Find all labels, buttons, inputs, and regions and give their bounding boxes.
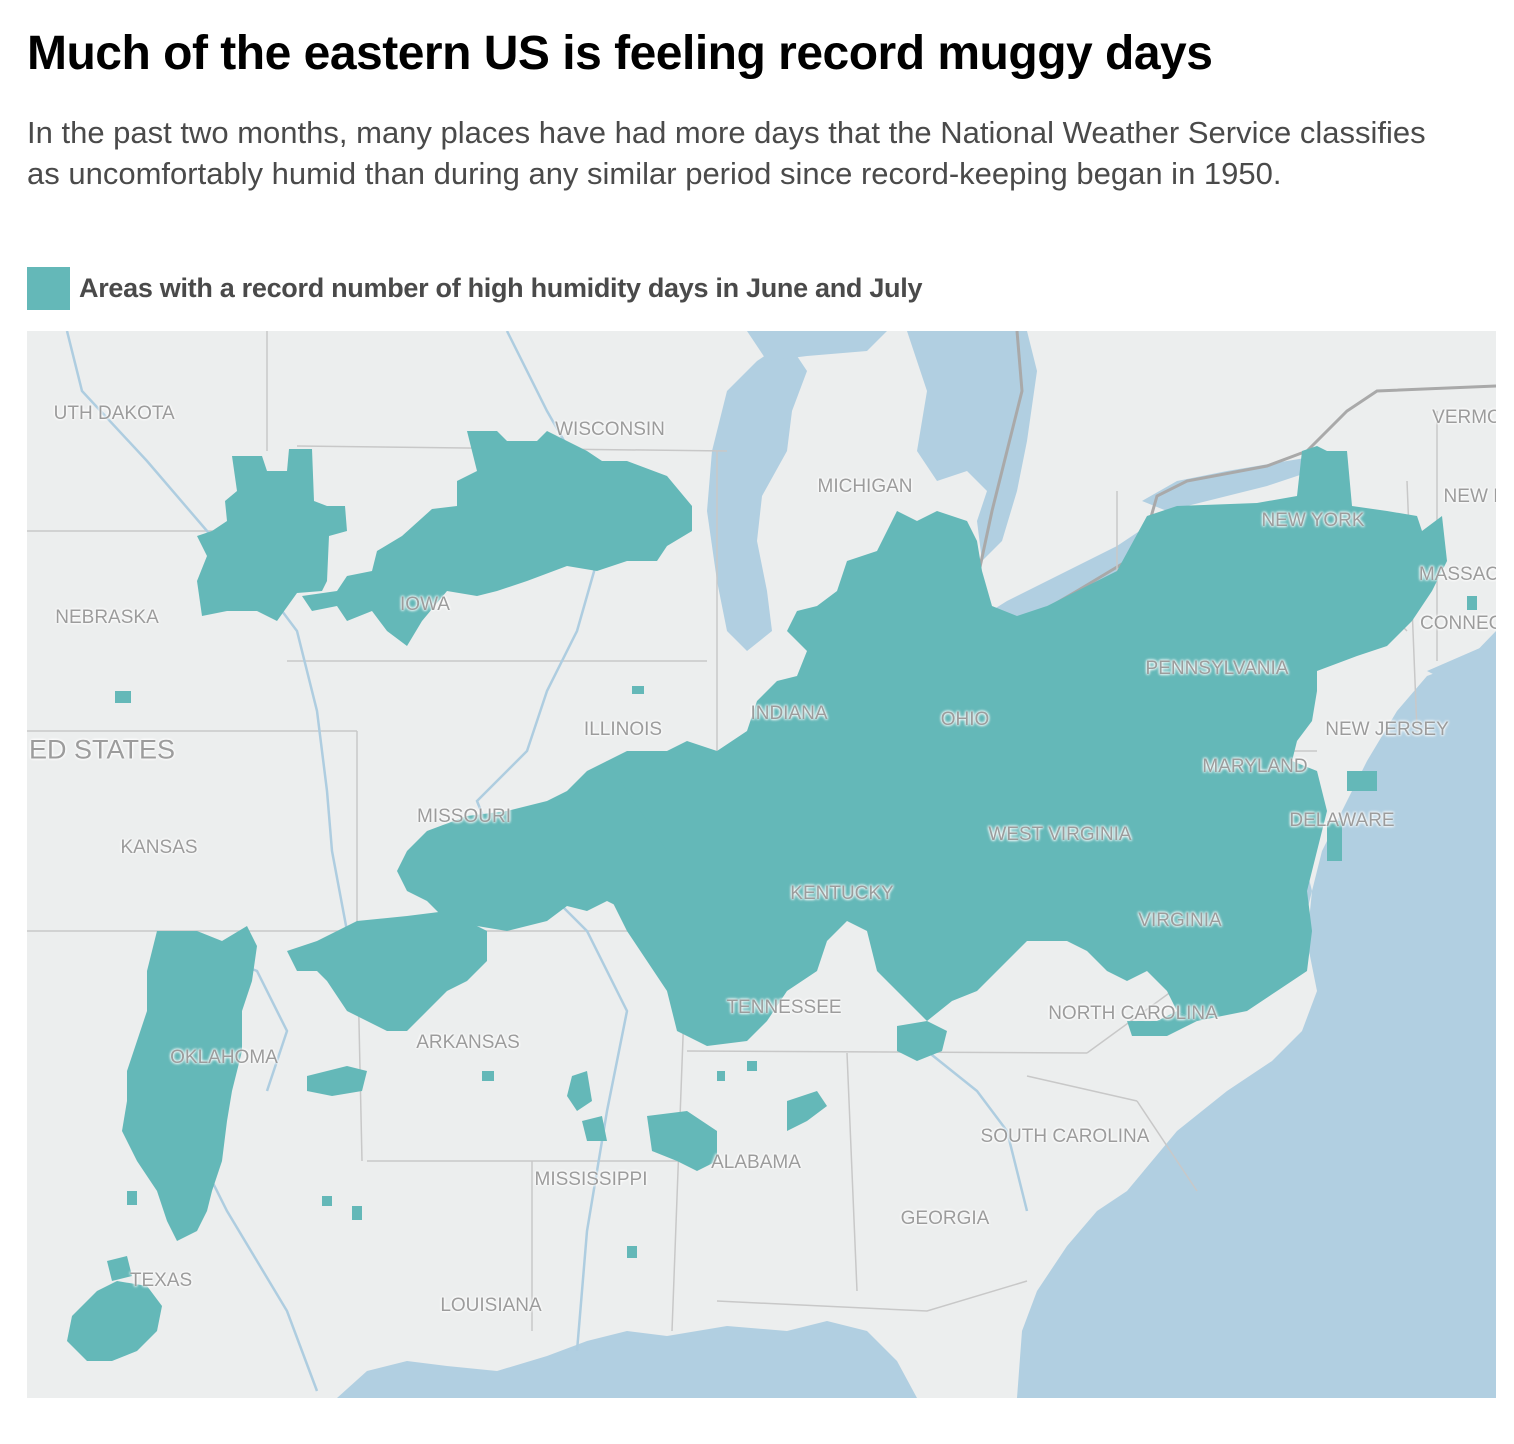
- legend-swatch: [27, 266, 70, 310]
- state-label-georgia: GEORGIA: [900, 1208, 990, 1229]
- state-label-kansas: KANSAS: [120, 837, 198, 858]
- state-label-illinois: ILLINOIS: [583, 719, 663, 740]
- gulf-of-mexico: [337, 1321, 917, 1398]
- canada-border: [970, 331, 1496, 633]
- state-label-west-virginia: WEST VIRGINIA: [988, 824, 1132, 845]
- state-label-vermont: VERMO: [1432, 407, 1496, 428]
- state-label-wisconsin: WISCONSIN: [555, 419, 665, 440]
- atlantic-ocean: [1017, 631, 1496, 1398]
- state-label-new-hampshire: NEW I: [1443, 486, 1496, 507]
- state-label-iowa: IOWA: [400, 594, 450, 615]
- record-humidity-areas: [67, 431, 1477, 1361]
- state-label-north-carolina: NORTH CAROLINA: [1048, 1003, 1218, 1024]
- state-label-ohio: OHIO: [940, 709, 990, 730]
- map-canvas: [27, 331, 1496, 1398]
- page-title: Much of the eastern US is feeling record…: [27, 27, 1213, 80]
- state-label-connecticut: CONNECT: [1420, 613, 1496, 634]
- lake-superior: [747, 331, 887, 361]
- state-label-nebraska: NEBRASKA: [55, 607, 159, 628]
- state-label-missouri: MISSOURI: [417, 806, 511, 827]
- humidity-map[interactable]: UTH DAKOTA WISCONSIN MICHIGAN VERMO NEW I NEW…: [27, 331, 1496, 1398]
- state-label-south-carolina: SOUTH CAROLINA: [980, 1126, 1150, 1147]
- lake-ontario: [1142, 456, 1317, 511]
- state-label-texas: TEXAS: [129, 1270, 193, 1291]
- page-subtitle: In the past two months, many places have…: [27, 115, 1426, 191]
- state-label-virginia: VIRGINIA: [1138, 910, 1222, 931]
- state-label-indiana: INDIANA: [750, 703, 828, 724]
- state-label-mississippi: MISSISSIPPI: [534, 1169, 648, 1190]
- state-label-michigan: MICHIGAN: [817, 476, 913, 497]
- legend-label: Areas with a record number of high humid…: [79, 272, 923, 303]
- state-label-united-states: ED STATES: [28, 734, 176, 765]
- state-label-oklahoma: OKLAHOMA: [170, 1047, 278, 1068]
- state-label-massachusetts: MASSAC: [1418, 564, 1496, 585]
- lake-huron: [907, 331, 1037, 561]
- state-label-new-jersey: NEW JERSEY: [1325, 719, 1449, 740]
- state-label-alabama: ALABAMA: [711, 1152, 801, 1173]
- state-label-south-dakota: UTH DAKOTA: [53, 403, 175, 424]
- state-label-delaware: DELAWARE: [1289, 810, 1395, 831]
- state-label-maryland: MARYLAND: [1202, 756, 1308, 777]
- state-label-new-york: NEW YORK: [1261, 510, 1365, 531]
- state-label-arkansas: ARKANSAS: [416, 1032, 520, 1053]
- lake-michigan: [707, 341, 807, 651]
- state-label-pennsylvania: PENNSYLVANIA: [1145, 658, 1289, 679]
- state-label-kentucky: KENTUCKY: [790, 883, 894, 904]
- state-label-tennessee: TENNESSEE: [726, 997, 842, 1018]
- long-island-sound: [1427, 641, 1496, 681]
- legend: Areas with a record number of high humid…: [27, 266, 922, 310]
- state-label-louisiana: LOUISIANA: [440, 1295, 542, 1316]
